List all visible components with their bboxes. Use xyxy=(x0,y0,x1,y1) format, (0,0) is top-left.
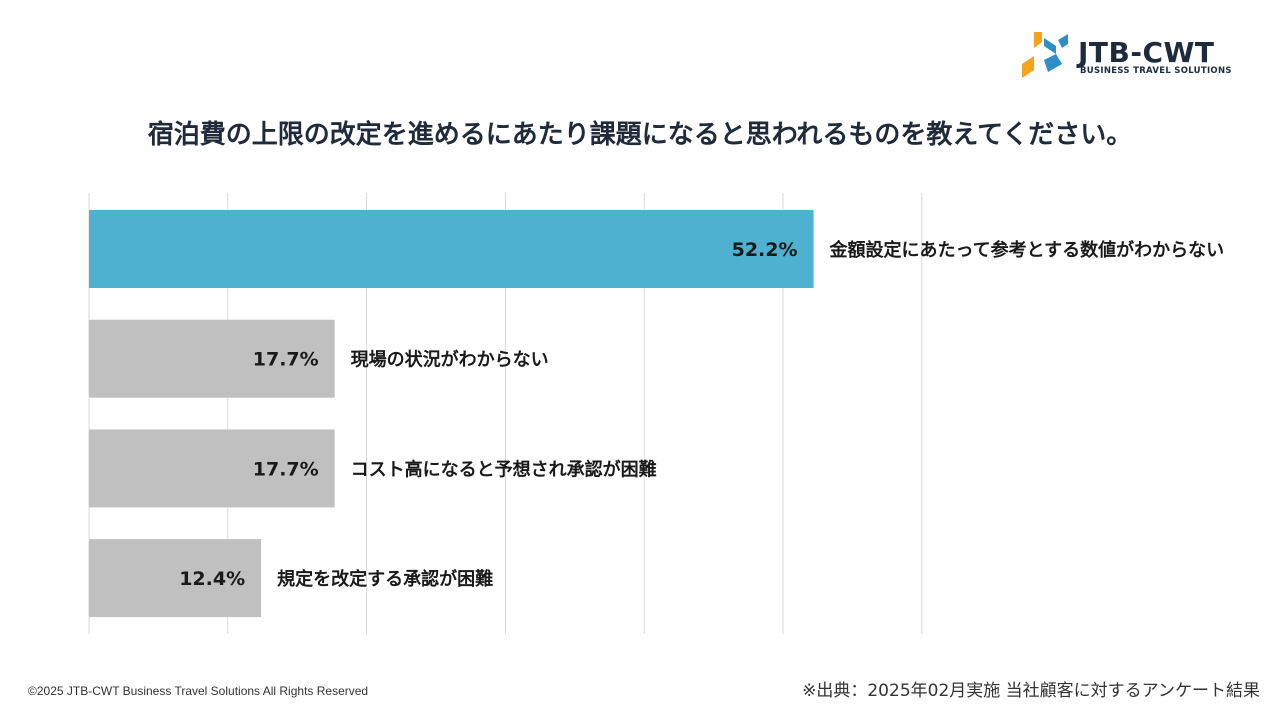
bar-value-label: 17.7% xyxy=(253,349,319,371)
logo-wordmark: JTB-CWT xyxy=(1078,36,1215,69)
bar-category-label: 現場の状況がわからない xyxy=(351,349,549,371)
company-logo: JTB-CWT BUSINESS TRAVEL SOLUTIONS xyxy=(1022,30,1242,82)
bar-category-label: コスト高になると予想され承認が困難 xyxy=(351,458,657,480)
chart-title: 宿泊費の上限の改定を進めるにあたり課題になると思われるものを教えてください。 xyxy=(147,120,1133,150)
bar xyxy=(89,429,335,508)
logo-tagline: BUSINESS TRAVEL SOLUTIONS xyxy=(1080,66,1232,76)
bar-value-label: 52.2% xyxy=(732,239,798,261)
bar xyxy=(89,319,335,398)
jtb-cwt-logo-icon xyxy=(1022,32,1068,78)
bar xyxy=(89,210,814,288)
logo-blue-bottom-shape xyxy=(1044,54,1062,72)
bar-value-label: 17.7% xyxy=(253,458,319,480)
logo-orange-bottom-shape xyxy=(1022,56,1034,78)
logo-blue-right-shape xyxy=(1058,34,1068,48)
logo-orange-top-shape xyxy=(1034,32,1042,48)
bar-category-label: 規定を改定する承認が困難 xyxy=(277,568,493,590)
logo-blue-top-shape xyxy=(1044,38,1056,54)
bar xyxy=(89,539,262,618)
copyright-text: ©2025 JTB-CWT Business Travel Solutions … xyxy=(28,684,369,698)
bar-category-label: 金額設定にあたって参考とする数値がわからない xyxy=(829,239,1225,261)
source-note: ※出典：2025年02月実施 当社顧客に対するアンケート結果 xyxy=(802,681,1260,701)
bar-value-label: 12.4% xyxy=(179,568,245,590)
